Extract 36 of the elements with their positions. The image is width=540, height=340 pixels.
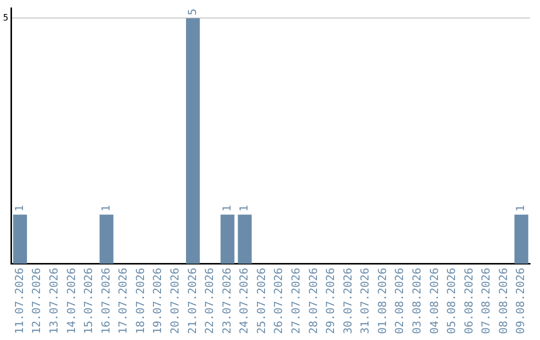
x-tick-label: 13.07.2026	[47, 268, 60, 334]
x-tick-label: 09.08.2026	[514, 268, 528, 334]
x-tick-label: 23.07.2026	[220, 268, 234, 334]
x-tick-label: 16.07.2026	[99, 268, 112, 334]
x-tick-label: 08.08.2026	[496, 268, 510, 334]
data-label: 1	[99, 205, 112, 212]
x-tick-label: 20.07.2026	[168, 268, 182, 334]
x-tick-label: 31.07.2026	[358, 268, 372, 334]
x-tick-label: 28.07.2026	[306, 268, 320, 334]
x-tick-label: 29.07.2026	[324, 268, 338, 334]
x-tick-label: 21.07.2026	[186, 268, 199, 334]
x-tick-label: 17.07.2026	[116, 268, 130, 334]
x-tick-label: 14.07.2026	[64, 268, 78, 334]
data-label: 1	[220, 205, 234, 212]
x-tick-label: 12.07.2026	[30, 268, 44, 334]
x-tick-label: 19.07.2026	[151, 268, 164, 334]
x-tick-label: 04.08.2026	[428, 268, 441, 334]
x-tick-label: 26.07.2026	[272, 268, 286, 334]
x-tick-label: 06.08.2026	[462, 268, 476, 334]
data-label: 1	[514, 205, 528, 212]
x-tick-label: 11.07.2026	[12, 268, 26, 334]
data-label: 1	[12, 205, 26, 212]
x-tick-label: 05.08.2026	[445, 268, 458, 334]
x-tick-label: 24.07.2026	[238, 268, 251, 334]
x-tick-label: 07.08.2026	[480, 268, 493, 334]
x-tick-label: 22.07.2026	[203, 268, 216, 334]
data-label: 1	[238, 205, 251, 212]
x-tick-label: 25.07.2026	[254, 268, 268, 334]
x-tick-label: 02.08.2026	[393, 268, 406, 334]
x-tick-label: 01.08.2026	[376, 268, 389, 334]
x-tick-label: 18.07.2026	[134, 268, 147, 334]
x-tick-label: 15.07.2026	[82, 268, 96, 334]
x-tick-label: 30.07.2026	[341, 268, 354, 334]
x-tick-label: 03.08.2026	[410, 268, 424, 334]
x-tick-label: 27.07.2026	[290, 268, 302, 334]
data-label: 5	[186, 8, 199, 16]
